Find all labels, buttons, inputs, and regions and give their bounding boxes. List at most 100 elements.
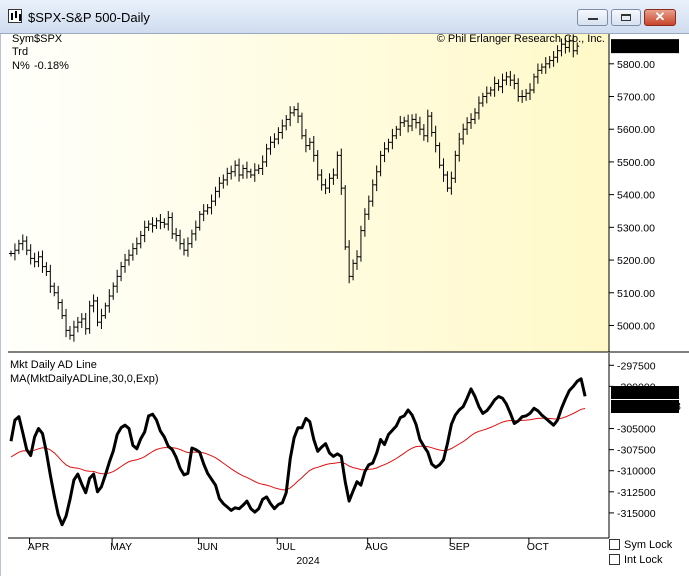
price-bar[interactable] [571,34,576,58]
price-bar[interactable] [378,150,383,177]
maximize-button[interactable] [611,9,641,26]
price-bar[interactable] [134,237,139,255]
price-bar[interactable] [225,167,230,186]
price-bar[interactable] [201,204,206,222]
price-bar[interactable] [366,195,371,220]
price-bar[interactable] [555,45,560,63]
price-bar[interactable] [339,148,344,195]
price-bar[interactable] [154,217,159,229]
price-bar[interactable] [307,137,312,151]
price-bar[interactable] [260,155,265,176]
price-bar[interactable] [362,208,367,237]
price-bar[interactable] [327,173,332,194]
price-bar[interactable] [437,142,442,169]
price-bar[interactable] [469,113,474,129]
price-bar[interactable] [256,164,261,175]
price-bar[interactable] [217,176,222,198]
price-bar[interactable] [335,151,340,180]
price-bar[interactable] [40,250,45,273]
price-bar[interactable] [410,114,415,132]
price-bars[interactable] [9,34,580,342]
price-bar[interactable] [24,236,29,256]
price-bar[interactable] [457,132,462,162]
price-bar[interactable] [197,210,202,231]
minimize-button[interactable] [577,9,608,26]
price-bar[interactable] [99,308,104,330]
price-bar[interactable] [103,302,108,319]
price-bar[interactable] [472,108,477,125]
price-bar[interactable] [551,50,556,67]
price-bar[interactable] [421,124,426,141]
price-bar[interactable] [323,178,328,195]
sym-lock-checkbox[interactable]: Sym Lock [609,539,672,551]
price-bar[interactable] [492,76,497,97]
price-bar[interactable] [91,294,96,313]
price-bar[interactable] [221,174,226,189]
price-bar[interactable] [417,116,422,136]
price-bar[interactable] [543,57,548,74]
price-bar[interactable] [382,142,387,163]
price-bar[interactable] [547,55,552,69]
price-bar[interactable] [244,161,249,179]
price-bar[interactable] [563,38,568,54]
price-bar[interactable] [508,70,513,87]
price-bar[interactable] [488,86,493,97]
price-bar[interactable] [52,282,57,297]
price-bar[interactable] [500,73,505,94]
price-bar[interactable] [535,63,540,84]
price-bar[interactable] [48,264,53,293]
price-bar[interactable] [64,308,69,338]
price-bar[interactable] [567,36,572,53]
price-bar[interactable] [170,212,175,239]
price-bar[interactable] [248,168,253,179]
price-bar[interactable] [44,262,49,277]
price-bar[interactable] [374,165,379,192]
price-bar[interactable] [75,316,80,333]
price-bar[interactable] [524,88,529,101]
price-bar[interactable] [355,250,360,270]
price-bar[interactable] [311,135,316,162]
price-bar[interactable] [476,96,481,120]
price-bar[interactable] [441,158,446,182]
price-bar[interactable] [484,86,489,104]
price-bar[interactable] [28,244,33,265]
price-bar[interactable] [12,243,17,261]
price-bar[interactable] [315,150,320,181]
price-bar[interactable] [146,220,151,232]
price-bar[interactable] [531,73,536,94]
price-bar[interactable] [331,168,336,185]
price-bar[interactable] [445,171,450,192]
price-bar[interactable] [386,138,391,153]
price-bar[interactable] [213,186,218,206]
price-bar[interactable] [429,111,434,137]
price-bar[interactable] [453,150,458,183]
price-bar[interactable] [394,125,399,140]
price-bar[interactable] [205,204,210,215]
price-bar[interactable] [36,251,41,268]
price-bar[interactable] [520,90,525,103]
price-bar[interactable] [425,109,430,143]
price-bar[interactable] [284,115,289,131]
price-bar[interactable] [111,282,116,300]
price-bar[interactable] [504,71,509,86]
price-bar[interactable] [83,312,88,335]
price-bar[interactable] [398,115,403,136]
price-bar[interactable] [130,243,135,261]
price-bar[interactable] [182,238,187,256]
price-bar[interactable] [79,313,84,329]
price-bar[interactable] [319,169,324,191]
close-button[interactable]: ✕ [644,9,676,26]
price-bar[interactable] [107,289,112,313]
price-bar[interactable] [496,79,501,91]
price-bar[interactable] [559,38,564,57]
sym-lock-box[interactable] [609,539,620,550]
price-bar[interactable] [539,63,544,74]
price-bar[interactable] [209,194,214,215]
price-bar[interactable] [119,261,124,282]
price-bar[interactable] [512,74,517,90]
int-lock-box[interactable] [609,554,620,565]
price-bar[interactable] [268,136,273,155]
price-bar[interactable] [189,229,194,248]
price-bar[interactable] [358,225,363,262]
price-bar[interactable] [575,42,580,55]
